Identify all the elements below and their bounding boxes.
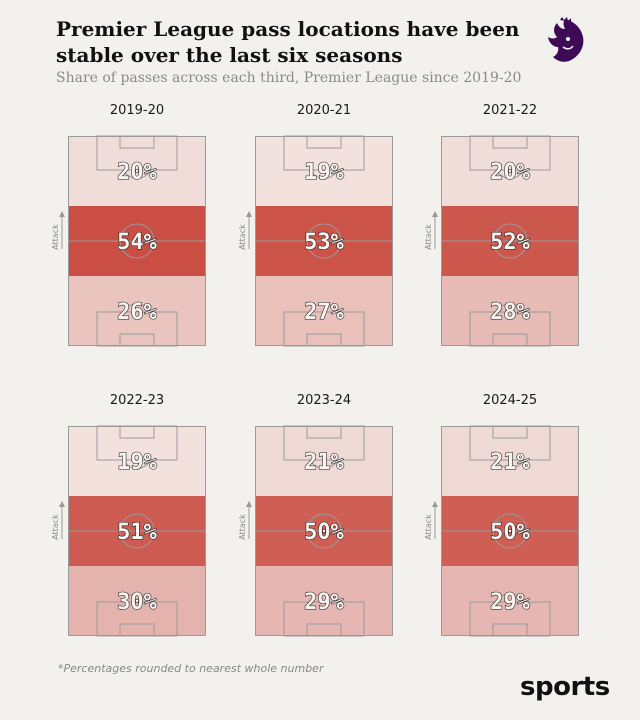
pitch-panel-2023-24: 2023-24 Attack 21% 50% 29% <box>238 393 393 637</box>
goal-area-top <box>492 425 528 439</box>
value-label-defensive: 27% <box>304 300 344 325</box>
goal-area-bottom <box>492 623 528 637</box>
brand-logo: sports <box>520 672 610 702</box>
attack-arrow-head <box>59 211 65 217</box>
penalty-arc-top <box>122 459 152 469</box>
penalty-arc-bottom <box>122 593 152 603</box>
goal-area-bottom <box>306 333 342 347</box>
centre-circle <box>306 223 342 259</box>
attack-direction-label: Attack <box>51 514 60 540</box>
penalty-arc-top <box>309 459 339 469</box>
season-label: 2020-21 <box>297 103 351 118</box>
attack-arrow-head <box>432 211 438 217</box>
attack-arrow-head <box>59 501 65 507</box>
pitch-panel-2021-22: 2021-22 Attack 20% 52% 28% <box>424 103 579 347</box>
goal-area-top <box>306 135 342 149</box>
penalty-arc-bottom <box>122 303 152 313</box>
pitch-panel-2019-20: 2019-20 Attack 20% 54% 26% <box>51 103 206 347</box>
value-label-middle: 52% <box>490 230 530 255</box>
value-label-attacking: 19% <box>117 450 157 475</box>
penalty-arc-top <box>495 459 525 469</box>
penalty-arc-top <box>495 169 525 179</box>
season-label: 2019-20 <box>110 103 164 118</box>
goal-area-bottom <box>119 623 155 637</box>
pitch-panel-2022-23: 2022-23 Attack 19% 51% 30% <box>51 393 206 637</box>
goal-area-bottom <box>492 333 528 347</box>
value-label-defensive: 28% <box>490 300 530 325</box>
value-label-attacking: 20% <box>117 160 157 185</box>
premier-league-lion-icon <box>548 17 584 62</box>
value-label-defensive: 26% <box>117 300 157 325</box>
season-label: 2021-22 <box>483 103 537 118</box>
penalty-arc-top <box>122 169 152 179</box>
attack-direction-label: Attack <box>51 224 60 250</box>
attack-direction-label: Attack <box>424 514 433 540</box>
chart-title: Premier League pass locations have been … <box>56 17 520 67</box>
pitch-panel-2024-25: 2024-25 Attack 21% 50% 29% <box>424 393 579 637</box>
chart-subtitle: Share of passes across each third, Premi… <box>56 70 522 86</box>
goal-area-bottom <box>306 623 342 637</box>
value-label-attacking: 21% <box>490 450 530 475</box>
centre-circle <box>492 223 528 259</box>
penalty-arc-bottom <box>309 303 339 313</box>
penalty-arc-bottom <box>495 593 525 603</box>
value-label-defensive: 30% <box>117 590 157 615</box>
pitch-panel-2020-21: 2020-21 Attack 19% 53% 27% <box>238 103 393 347</box>
value-label-middle: 50% <box>490 520 530 545</box>
centre-circle <box>306 513 342 549</box>
attack-direction-label: Attack <box>424 224 433 250</box>
penalty-arc-top <box>309 169 339 179</box>
centre-circle <box>119 513 155 549</box>
centre-circle <box>119 223 155 259</box>
footnote: *Percentages rounded to nearest whole nu… <box>58 662 324 675</box>
attack-arrow-head <box>246 501 252 507</box>
centre-circle <box>492 513 528 549</box>
season-label: 2022-23 <box>110 393 164 408</box>
goal-area-top <box>119 135 155 149</box>
penalty-arc-bottom <box>495 303 525 313</box>
goal-area-top <box>306 425 342 439</box>
value-label-attacking: 21% <box>304 450 344 475</box>
attack-arrow-head <box>246 211 252 217</box>
season-label: 2023-24 <box>297 393 351 408</box>
value-label-defensive: 29% <box>490 590 530 615</box>
goal-area-top <box>119 425 155 439</box>
value-label-defensive: 29% <box>304 590 344 615</box>
attack-direction-label: Attack <box>238 514 247 540</box>
season-label: 2024-25 <box>483 393 537 408</box>
attack-direction-label: Attack <box>238 224 247 250</box>
value-label-attacking: 19% <box>304 160 344 185</box>
value-label-attacking: 20% <box>490 160 530 185</box>
value-label-middle: 51% <box>117 520 157 545</box>
penalty-arc-bottom <box>309 593 339 603</box>
value-label-middle: 54% <box>117 230 157 255</box>
attack-arrow-head <box>432 501 438 507</box>
value-label-middle: 53% <box>304 230 344 255</box>
goal-area-bottom <box>119 333 155 347</box>
goal-area-top <box>492 135 528 149</box>
value-label-middle: 50% <box>304 520 344 545</box>
